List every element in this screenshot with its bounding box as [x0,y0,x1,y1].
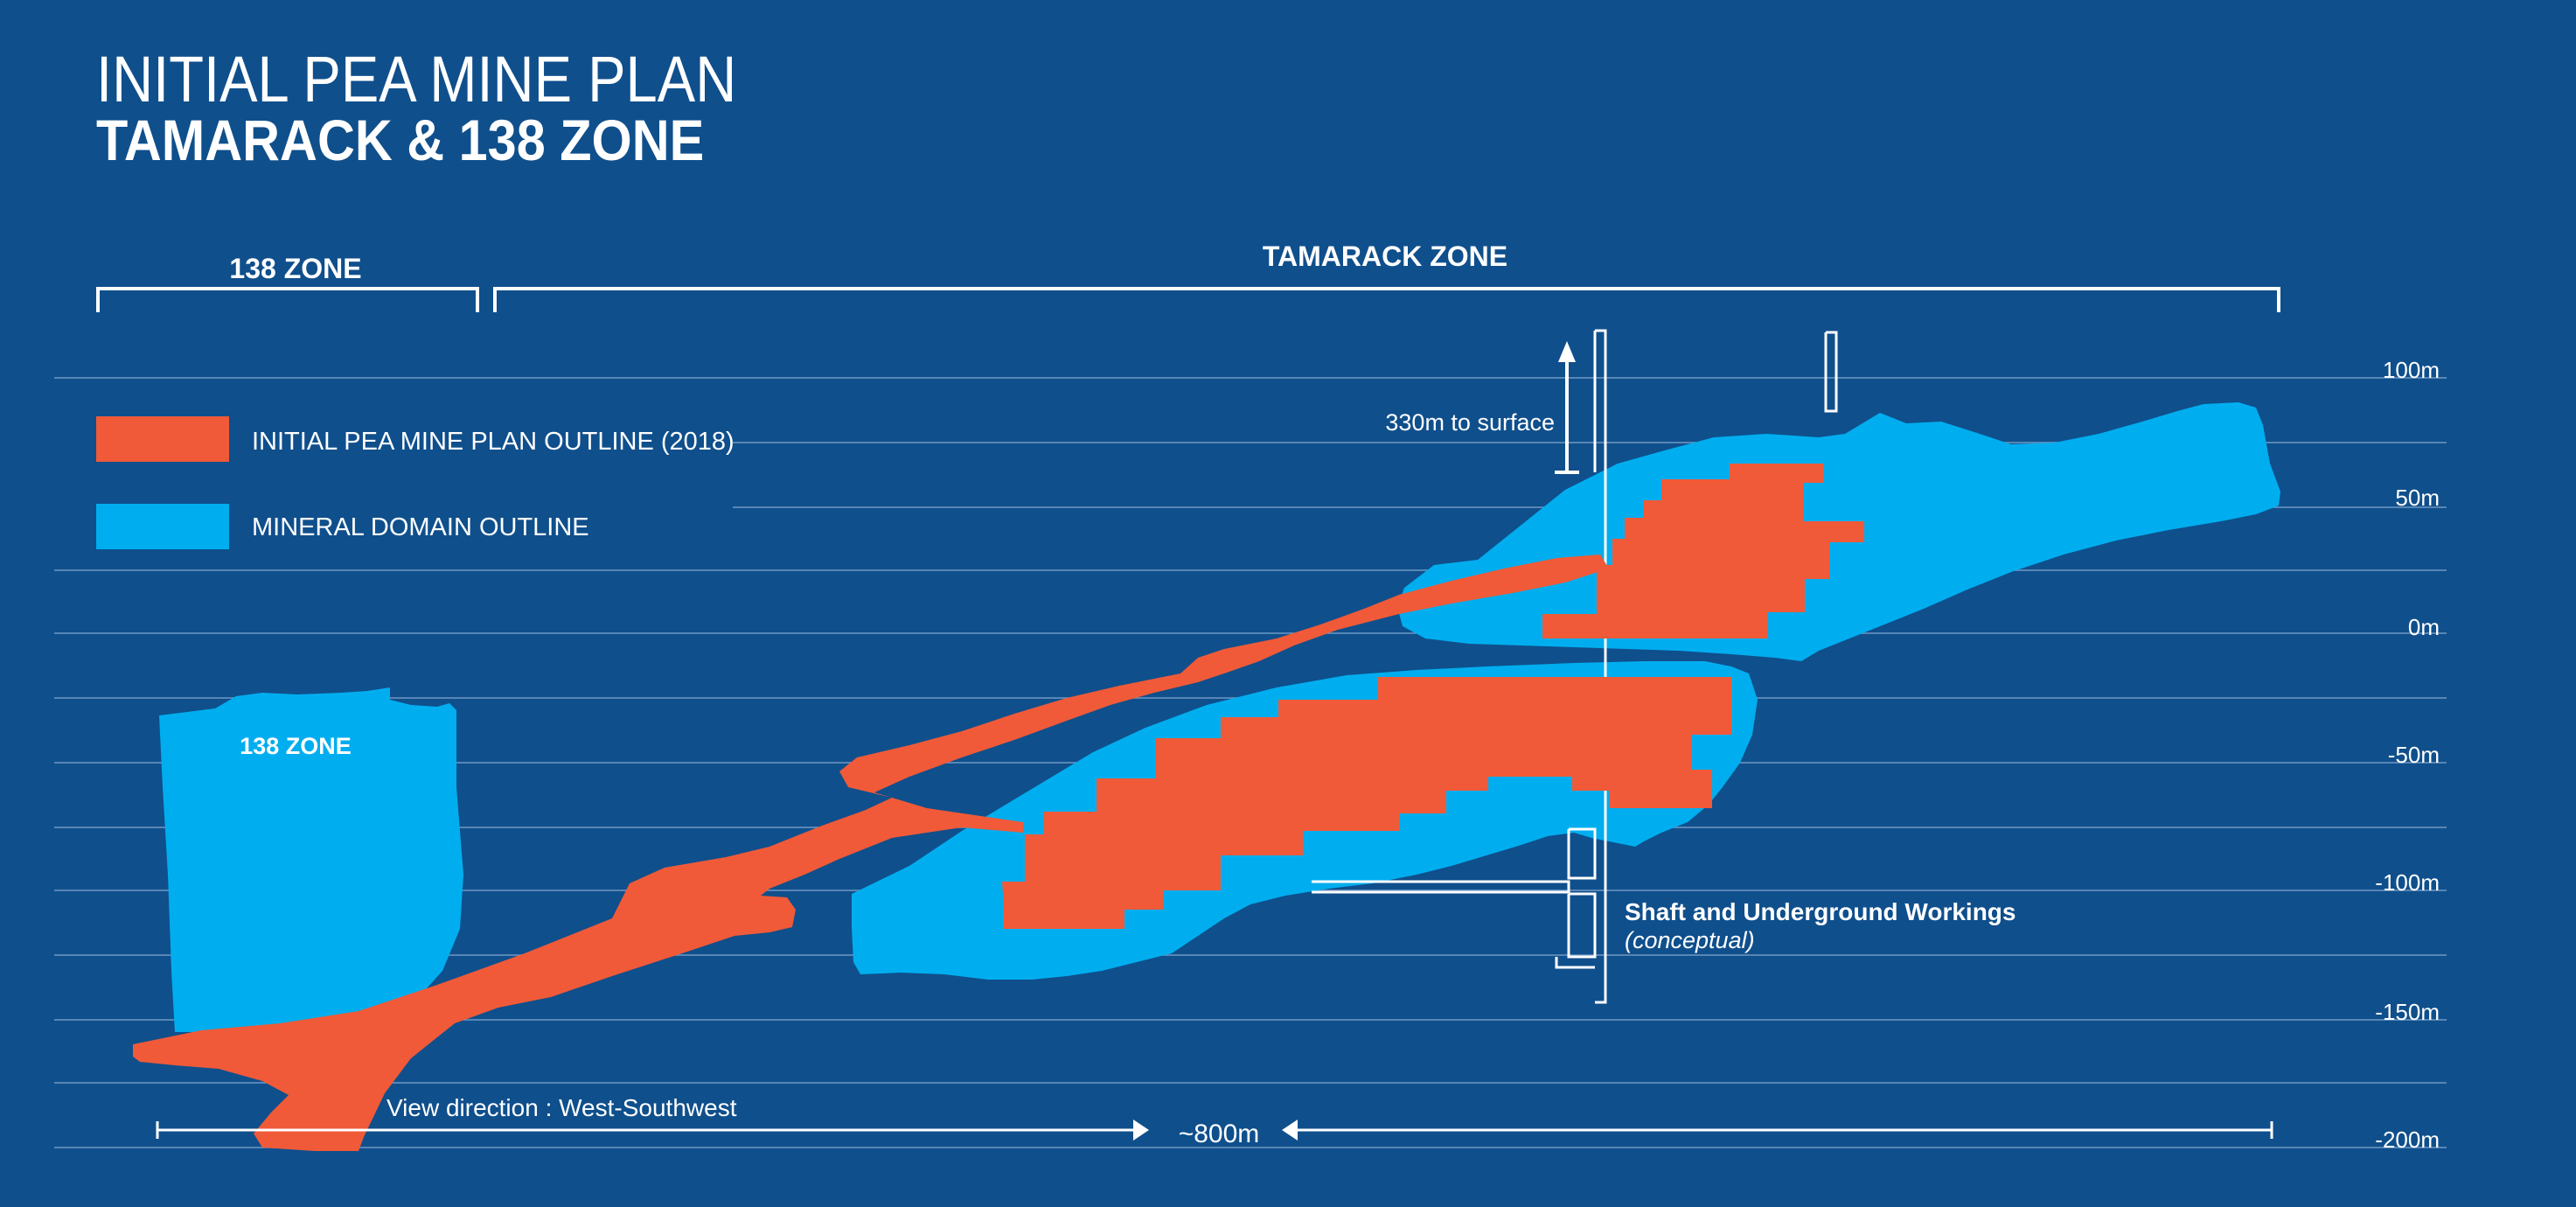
scale-bar [156,1120,2273,1141]
title-line1: INITIAL PEA MINE PLAN [96,43,737,115]
surface-arrow-head [1558,341,1576,362]
elevation-label-minus50: -50m [2388,742,2440,768]
elevation-labels: 100m 50m 0m -50m -100m -150m -200m [2375,357,2440,1153]
legend-label-mine-plan: INITIAL PEA MINE PLAN OUTLINE (2018) [252,428,735,456]
elevation-label-minus100: -100m [2375,869,2440,896]
title-line2: TAMARACK & 138 ZONE [96,108,705,172]
shaft-secondary [1824,331,1838,413]
elevation-label-minus150: -150m [2375,999,2440,1025]
zone-138-body-label: 138 ZONE [240,733,352,759]
elevation-label-50: 50m [2395,485,2440,511]
workings-bottom [1555,957,1595,969]
bracket-tamarack-zone [493,287,2280,312]
bracket-138-zone [96,287,479,312]
tamarack-zone-header: TAMARACK ZONE [1263,241,1507,272]
elevation-label-0: 0m [2408,614,2440,640]
legend-swatch-mineral-domain [96,504,229,549]
mine-plan-ramp [133,555,1609,1151]
scale-label: ~800m [1179,1120,1260,1148]
elevation-label-minus200: -200m [2375,1127,2440,1153]
mine-plan-upper-tamarack [1542,464,1864,638]
mine-plan-lower-tamarack [1002,677,1731,929]
surface-arrow [1555,341,1579,474]
workings-lower-box [1567,892,1597,959]
shaft-subtitle: (conceptual) [1625,927,1755,953]
workings-drift [1312,880,1570,894]
view-direction-label: View direction : West-Southwest [386,1094,737,1121]
legend-label-mineral-domain: MINERAL DOMAIN OUTLINE [252,513,589,541]
scale-bar-right-arrow [1282,1120,1298,1141]
zone-138-header: 138 ZONE [229,253,361,284]
zone-brackets [96,287,2280,312]
mine-plan-outlines [133,464,1864,1151]
shaft-workings [1312,329,1838,1004]
surface-label: 330m to surface [1385,409,1555,436]
elevation-label-100: 100m [2383,357,2440,383]
legend-swatch-mine-plan [96,416,229,462]
legend: INITIAL PEA MINE PLAN OUTLINE (2018) MIN… [54,383,735,569]
scale-bar-left-arrow [1133,1120,1149,1141]
shaft-lower-box [1567,827,1597,880]
shaft-title: Shaft and Underground Workings [1625,898,2016,925]
shaft-main [1595,329,1607,1004]
mineral-domain-138-zone [159,687,463,1032]
